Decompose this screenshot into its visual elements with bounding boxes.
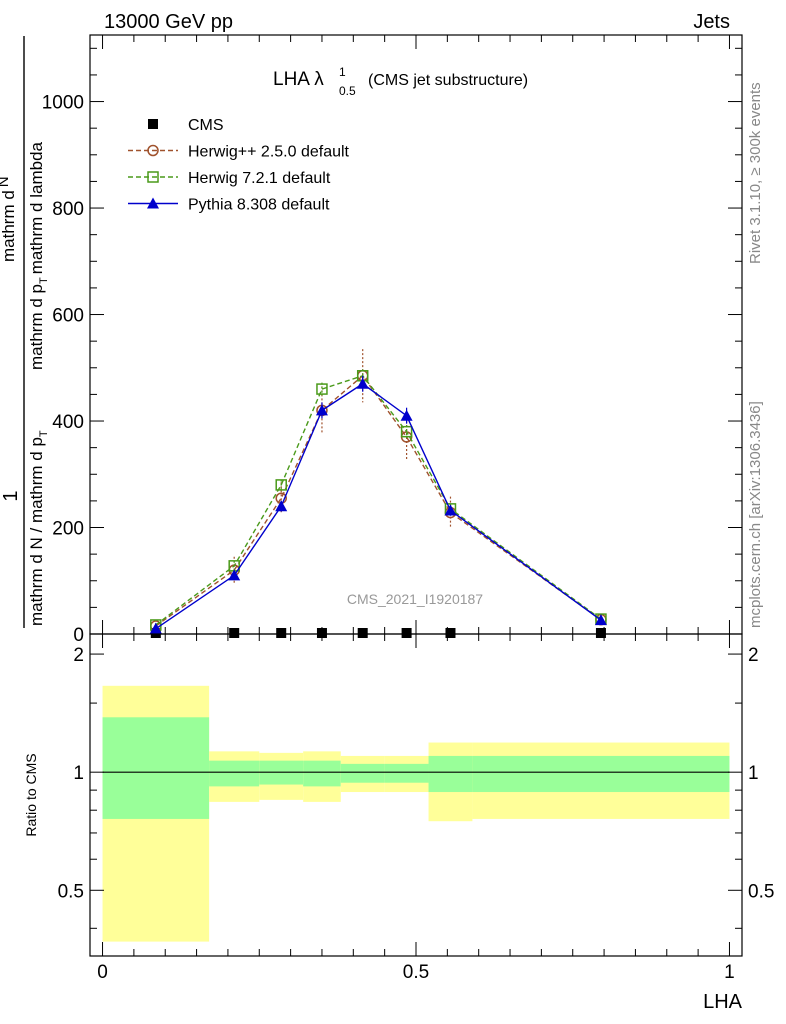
legend-entry: Herwig 7.2.1 default: [128, 170, 331, 187]
data-point: [149, 622, 162, 634]
ratio-inner-band: [472, 755, 730, 793]
main-axis-ticks: 0 200 400 600 800 1000: [42, 35, 742, 646]
ratio-inner-band: [428, 755, 473, 793]
y-tick-label: 200: [52, 519, 84, 540]
data-point: [229, 628, 240, 638]
data-point: [316, 628, 327, 638]
rivet-version-label: Rivet 3.1.10, ≥ 300k events: [747, 82, 764, 264]
legend-marker: [147, 144, 159, 157]
ratio-y-tick-label: 2: [73, 645, 84, 666]
legend-marker: [147, 197, 159, 209]
legend-entry: Pythia 8.308 default: [128, 197, 330, 214]
chart-title-suffix: (CMS jet substructure): [368, 72, 528, 89]
data-point: [276, 628, 287, 638]
data-point: [228, 569, 241, 581]
legend: CMS Herwig++ 2.5.0 default Herwig 7.2.1 de…: [128, 117, 350, 214]
ratio-y-tick-label-right: 2: [748, 645, 759, 666]
data-point: [445, 628, 456, 638]
mcplots-label: mcplots.cern.ch [arXiv:1306.3436]: [747, 401, 764, 628]
series-0: [150, 628, 606, 638]
legend-label: Pythia 8.308 default: [188, 197, 330, 214]
ylabel-numerator: 1: [0, 490, 22, 501]
y-tick-label: 400: [52, 412, 84, 433]
y-tick-label: 0: [73, 625, 84, 646]
energy-label: 13000 GeV pp: [104, 11, 233, 33]
y-tick-label: 600: [52, 306, 84, 327]
svg-text:mathrm dN: mathrm dN: [0, 176, 18, 262]
x-axis-label: LHA: [703, 991, 743, 1013]
series-line: [155, 374, 602, 626]
ratio-bands: [102, 685, 730, 942]
y-tick-label: 800: [52, 199, 84, 220]
main-panel: 0 200 400 600 800 1000 LHA λ 1 0.5 (CMS jet s…: [0, 34, 743, 646]
legend-label: Herwig 7.2.1 default: [188, 170, 331, 187]
y-tick-label: 1000: [42, 93, 84, 114]
data-point: [444, 504, 457, 516]
series-1: [150, 349, 607, 632]
series-3: [149, 375, 607, 634]
data-point: [315, 404, 328, 416]
main-series: [149, 349, 607, 638]
ratio-inner-band: [102, 717, 210, 819]
ratio-inner-band: [340, 763, 385, 783]
y-axis-label: 1 mathrm d N / mathrm d pT mathrm dN mat…: [0, 36, 50, 628]
ratio-ylabel: Ratio to CMS: [23, 753, 39, 836]
data-point: [356, 377, 369, 389]
series-line: [155, 382, 602, 630]
ylabel-denominator: mathrm d N / mathrm d pT: [27, 430, 50, 626]
legend-entry: Herwig++ 2.5.0 default: [128, 144, 350, 161]
ratio-inner-band: [209, 760, 260, 787]
data-point: [275, 500, 288, 512]
ratio-y-tick-label: 0.5: [58, 881, 84, 902]
series-line: [155, 374, 602, 627]
process-label: Jets: [693, 11, 730, 33]
ylabel-fraction: mathrm dN: [0, 176, 18, 262]
data-point: [357, 628, 368, 638]
ratio-y-tick-label-right: 1: [748, 763, 759, 784]
chart-title-sup: 1: [339, 65, 346, 79]
x-tick-label: 0: [97, 962, 108, 983]
ratio-y-tick-label-right: 0.5: [748, 881, 774, 902]
ratio-panel: 0.5 0.5 1 1 2 2 0 0.5 1 Ratio to CMS LHA: [23, 633, 774, 1013]
data-point: [595, 628, 606, 638]
legend-marker: [148, 119, 158, 129]
analysis-watermark: CMS_2021_I1920187: [347, 591, 483, 607]
data-point: [401, 628, 412, 638]
data-point: [400, 425, 413, 438]
legend-label: CMS: [188, 117, 224, 134]
legend-marker: [147, 171, 159, 183]
ylabel-fraction-line2: mathrm d pTmathrm d lambda: [27, 141, 50, 370]
data-point: [594, 614, 607, 626]
data-point: [400, 409, 413, 421]
legend-entry: CMS: [148, 117, 224, 134]
chart-title-sub: 0.5: [339, 84, 356, 98]
data-point: [275, 479, 287, 491]
ratio-inner-band: [303, 760, 341, 787]
legend-label: Herwig++ 2.5.0 default: [188, 144, 350, 161]
ratio-y-tick-label: 1: [73, 763, 84, 784]
ratio-axis-ticks: 0.5 0.5 1 1 2 2 0 0.5 1: [58, 634, 774, 983]
data-point: [316, 383, 328, 395]
x-tick-label: 0.5: [403, 962, 429, 983]
svg-text:mathrm d pTmathrm d lambda: mathrm d pTmathrm d lambda: [27, 141, 50, 370]
x-tick-label: 1: [724, 962, 735, 983]
chart-title: LHA λ: [273, 69, 324, 90]
ratio-inner-band: [384, 763, 429, 783]
